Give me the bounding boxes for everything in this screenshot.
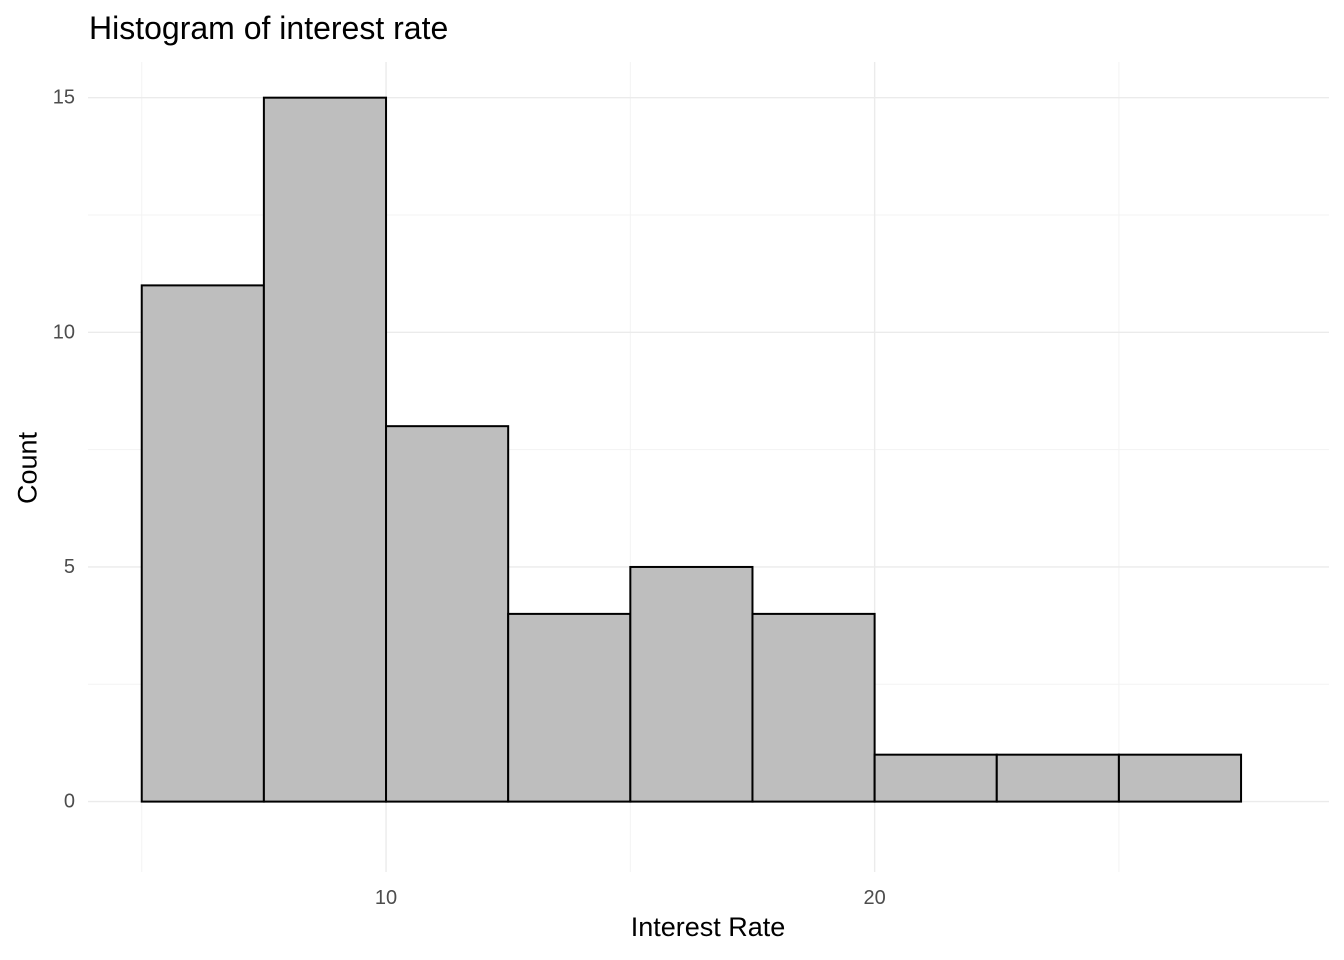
y-axis-ticks: 0 5 10 15 bbox=[53, 87, 75, 813]
y-tick-label: 15 bbox=[53, 87, 75, 109]
y-tick-label: 5 bbox=[64, 556, 75, 578]
histogram-bar-1 bbox=[140, 284, 265, 803]
histogram-bar-5 bbox=[629, 565, 754, 803]
histogram-bar-3 bbox=[385, 425, 510, 803]
x-axis-label: Interest Rate bbox=[630, 912, 786, 942]
histogram-bar-8 bbox=[995, 753, 1120, 803]
y-tick-label: 10 bbox=[53, 321, 75, 343]
y-tick-label: 0 bbox=[64, 791, 75, 813]
histogram-bar-2 bbox=[262, 96, 388, 803]
histogram-bar-4 bbox=[507, 612, 632, 803]
histogram-bar-9 bbox=[1117, 753, 1243, 803]
chart-title: Histogram of interest rate bbox=[89, 10, 449, 46]
histogram-bar-7 bbox=[873, 753, 998, 803]
histogram-bar-6 bbox=[751, 612, 876, 803]
histogram-bars bbox=[140, 96, 1243, 803]
x-tick-label: 20 bbox=[863, 887, 885, 909]
x-tick-label: 10 bbox=[375, 887, 397, 909]
x-axis-ticks: 10 20 bbox=[375, 887, 886, 909]
y-axis-label: Count bbox=[12, 431, 43, 505]
